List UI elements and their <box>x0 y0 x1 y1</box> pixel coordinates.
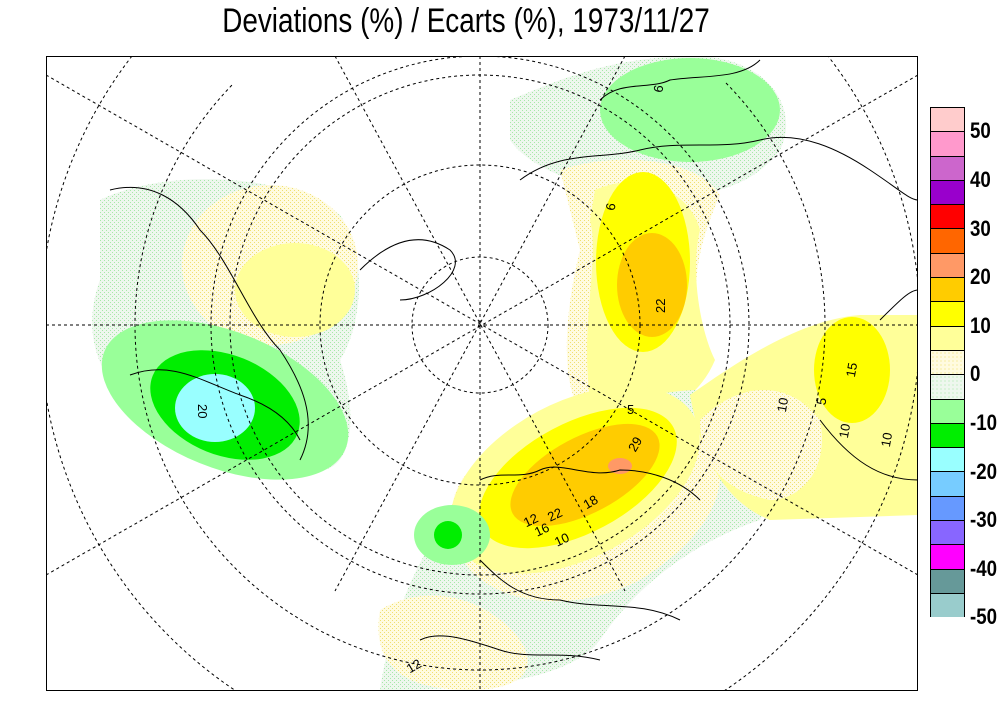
legend-swatch <box>930 495 965 521</box>
legend-swatch <box>930 325 965 350</box>
contour-label: 5 <box>627 402 634 417</box>
legend-swatch <box>930 544 965 569</box>
region-neg15-neg10-uk <box>434 521 462 549</box>
legend-swatch <box>930 301 965 326</box>
legend-label: 40 <box>970 166 991 192</box>
legend-swatch <box>930 374 965 399</box>
contour-label: 10 <box>836 422 853 439</box>
color-legend: 50 40 30 20 10 0 -10 -20 -30 -40 -50 <box>930 107 997 628</box>
region-15-20-europe <box>510 423 660 527</box>
legend-label: 10 <box>970 312 991 338</box>
legend-swatch <box>930 228 965 253</box>
legend-label: -40 <box>970 555 998 581</box>
contour-label: 16 <box>532 520 551 540</box>
contour-label: 12 <box>521 510 540 530</box>
legend-swatch <box>930 277 965 302</box>
contour-label: 10 <box>878 431 895 448</box>
legend-swatch <box>930 155 965 180</box>
legend-swatch <box>930 349 965 375</box>
graticule <box>46 56 918 691</box>
region-0-5-southeurope <box>378 595 528 690</box>
contour-label: 15 <box>843 361 860 378</box>
legend-label: -10 <box>970 409 998 435</box>
region-10-15-eastasia <box>814 317 890 423</box>
region-neg10-neg5-arctic <box>600 58 780 162</box>
contour-label: 20 <box>195 404 210 418</box>
region-5-10-canada <box>235 243 355 337</box>
contour-label: 10 <box>774 396 791 413</box>
legend-swatch <box>930 520 965 545</box>
contour-label: 9 <box>603 202 619 212</box>
legend-label: 0 <box>970 361 981 387</box>
legend-swatch <box>930 252 965 278</box>
legend-label: -20 <box>970 458 998 484</box>
contour-label: 12 <box>404 656 424 676</box>
legend-swatch <box>930 592 965 618</box>
region-neg20-neg15-na <box>175 374 255 442</box>
map-title: Deviations (%) / Ecarts (%), 1973/11/27 <box>222 2 710 40</box>
contour-label: 18 <box>581 492 601 512</box>
legend-label: -30 <box>970 507 998 533</box>
contour-label: 29 <box>625 434 645 454</box>
legend-swatch <box>930 179 965 205</box>
legend-label: 50 <box>970 118 991 144</box>
legend-swatch <box>930 131 965 156</box>
legend-label: 30 <box>970 215 991 241</box>
legend-swatch <box>930 568 965 593</box>
legend-label: 20 <box>970 264 991 290</box>
legend-swatch <box>930 422 965 448</box>
legend-label: -50 <box>970 604 998 630</box>
contour-label: 10 <box>552 530 571 550</box>
coastlines <box>109 59 918 661</box>
map-frame <box>46 56 918 691</box>
legend-swatch <box>930 471 965 496</box>
contour-labels: 9 9 22 15 10 5 10 10 5 29 18 22 12 16 10… <box>195 84 895 676</box>
contour-label: 5 <box>813 396 829 406</box>
legend-swatch <box>930 398 965 423</box>
legend-swatch <box>930 107 965 132</box>
contour-label: 22 <box>653 299 668 313</box>
contour-label: 22 <box>545 505 564 525</box>
region-15-20-siberia <box>617 233 687 337</box>
legend-swatch <box>930 204 965 229</box>
contour-label: 9 <box>650 84 666 94</box>
legend-swatch <box>930 447 965 472</box>
